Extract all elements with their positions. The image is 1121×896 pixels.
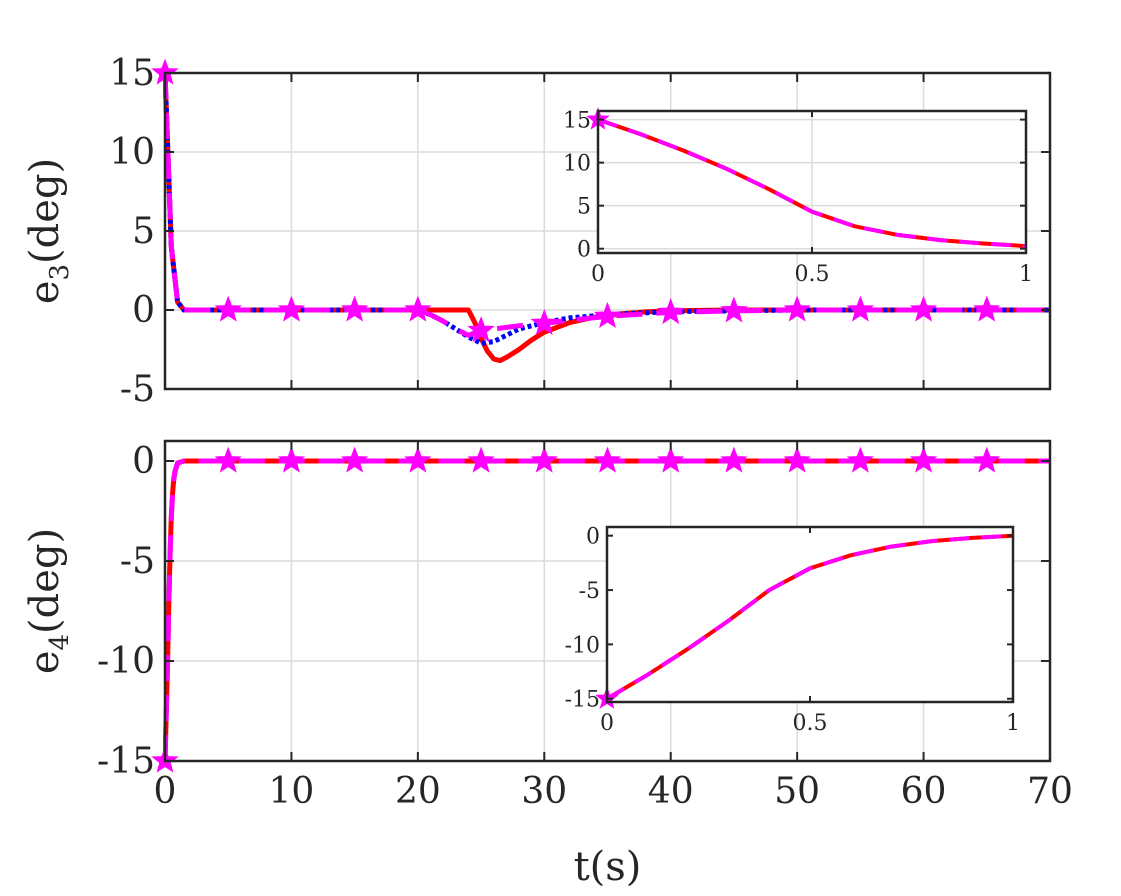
star-marker — [783, 446, 811, 473]
y-tick-label: 10 — [563, 152, 591, 177]
star-marker — [720, 296, 748, 323]
inset-3: 0 0.5 1 0 -5 -10 -15 — [565, 525, 1020, 736]
x-tick-label: 0.5 — [795, 262, 830, 287]
star-marker — [593, 446, 622, 473]
series-line-1 — [597, 117, 1027, 249]
axes-background — [607, 527, 1013, 702]
star-marker — [277, 446, 306, 473]
y-tick-label: -15 — [565, 688, 600, 713]
x-tick-label: 0 — [600, 711, 614, 736]
star-marker — [783, 295, 811, 322]
y-tick-label: -10 — [565, 633, 600, 658]
x-tick-label: 70 — [1027, 771, 1073, 812]
x-axis-label: t(s) — [574, 844, 642, 890]
x-tick-label: 0 — [591, 262, 605, 287]
x-tick-label: 30 — [521, 771, 567, 812]
x-tick-label: 20 — [395, 771, 441, 812]
x-tick-label: 10 — [269, 771, 315, 812]
axes-frame — [163, 439, 1052, 763]
star-marker — [973, 446, 1001, 473]
x-tick-label: 50 — [774, 771, 820, 812]
star-marker — [593, 301, 622, 328]
y-tick-label: 10 — [109, 132, 155, 173]
star-marker — [214, 446, 242, 473]
x-tick-label: 1 — [1019, 262, 1033, 287]
star-marker — [530, 446, 558, 473]
y-tick-label: 0 — [132, 441, 155, 482]
y-tick-label: 5 — [577, 195, 591, 220]
star-marker — [657, 446, 685, 473]
star-marker — [214, 295, 242, 322]
y-tick-label: -5 — [120, 369, 155, 410]
star-marker — [530, 308, 558, 336]
star-marker — [277, 295, 306, 322]
star-marker — [657, 297, 685, 325]
x-tick-label: 0 — [154, 771, 177, 812]
star-marker — [720, 446, 748, 473]
curves — [597, 117, 1027, 249]
y-tick-label: 15 — [563, 109, 591, 134]
star-marker — [467, 316, 495, 343]
star-marker — [404, 295, 432, 322]
star-marker — [909, 295, 938, 322]
y-tick-label: 15 — [109, 53, 155, 94]
y-tick-label: 0 — [132, 290, 155, 331]
series-line-1 — [163, 458, 1050, 762]
star-marker — [973, 295, 1001, 322]
star-marker — [467, 446, 495, 473]
star-marker — [846, 295, 875, 322]
star-marker — [340, 446, 369, 473]
y-tick-label: -5 — [120, 541, 155, 582]
inset-1: 0 0.5 1 15 10 5 0 — [563, 107, 1033, 287]
x-tick-label: 60 — [901, 771, 947, 812]
curves — [163, 458, 1050, 762]
x-tick-label: 0.5 — [793, 711, 828, 736]
x-tick-label: 40 — [648, 771, 694, 812]
y-tick-label: -10 — [97, 641, 155, 682]
curves — [605, 533, 1014, 701]
star-marker — [404, 446, 432, 473]
star-marker — [846, 446, 875, 473]
star-marker — [340, 295, 369, 322]
y-tick-label: 0 — [586, 525, 600, 550]
y-tick-label: -15 — [97, 741, 155, 782]
star-marker — [909, 446, 938, 473]
x-tick-label: 1 — [1006, 711, 1020, 736]
y-tick-label: 5 — [132, 211, 155, 252]
y-tick-label: -5 — [579, 579, 600, 604]
y-axis-label: e4(deg) — [22, 528, 75, 674]
series-line-1 — [605, 533, 1014, 701]
y-tick-label: 0 — [577, 238, 591, 263]
y-axis-label: e3(deg) — [22, 158, 75, 304]
